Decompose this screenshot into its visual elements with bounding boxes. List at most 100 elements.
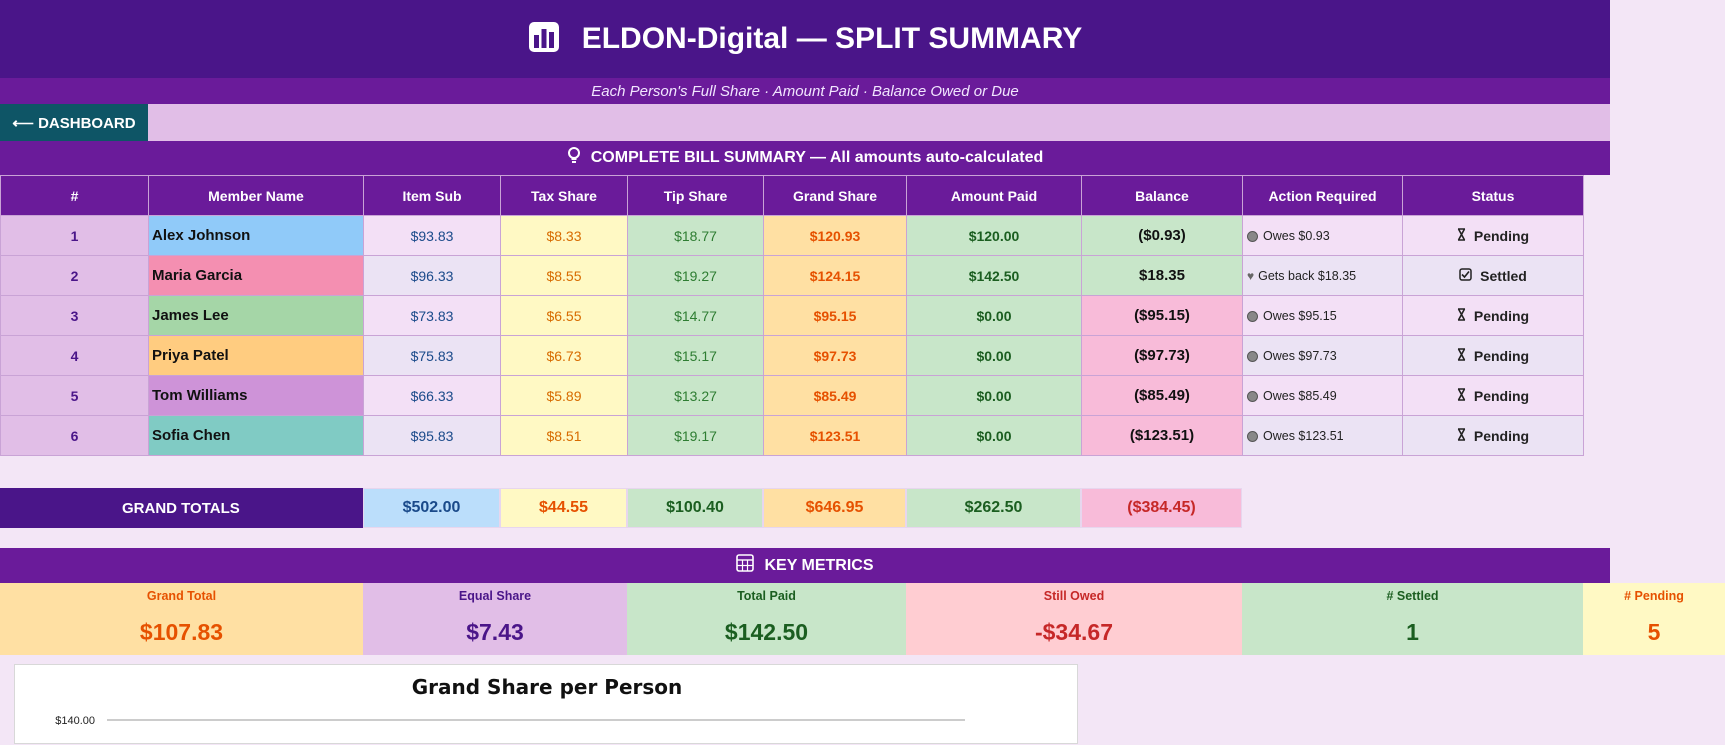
table-row[interactable]: 1 Alex Johnson $93.83 $8.33 $18.77 $120.93 $12…: [0, 215, 1584, 256]
member-name[interactable]: Tom Williams: [148, 375, 364, 416]
action-required[interactable]: Owes $95.15: [1242, 295, 1403, 336]
amount-paid[interactable]: $0.00: [906, 375, 1082, 416]
tax-share[interactable]: $8.33: [500, 215, 628, 256]
balance[interactable]: ($85.49): [1081, 375, 1243, 416]
nav-bar: [0, 104, 1610, 141]
tip-share[interactable]: $19.17: [627, 415, 764, 456]
action-required[interactable]: Owes $0.93: [1242, 215, 1403, 256]
hourglass-icon: [1457, 387, 1466, 404]
metric-total-paid-value[interactable]: $142.50: [627, 609, 906, 655]
status-cell[interactable]: Pending: [1402, 375, 1584, 416]
status-cell[interactable]: Pending: [1402, 415, 1584, 456]
metrics-section-header: KEY METRICS: [0, 548, 1610, 583]
table-row[interactable]: 2 Maria Garcia $96.33 $8.55 $19.27 $124.15 $14…: [0, 255, 1584, 296]
member-name[interactable]: Alex Johnson: [148, 215, 364, 256]
tax-share[interactable]: $5.89: [500, 375, 628, 416]
item-sub[interactable]: $93.83: [363, 215, 501, 256]
amount-paid[interactable]: $0.00: [906, 415, 1082, 456]
metric-settled-label: # Settled: [1242, 583, 1583, 609]
member-name[interactable]: James Lee: [148, 295, 364, 336]
grand-share[interactable]: $123.51: [763, 415, 907, 456]
table-row[interactable]: 5 Tom Williams $66.33 $5.89 $13.27 $85.49 $0.0…: [0, 375, 1584, 416]
amount-paid[interactable]: $120.00: [906, 215, 1082, 256]
status-cell[interactable]: Pending: [1402, 215, 1584, 256]
balance[interactable]: $18.35: [1081, 255, 1243, 296]
circle-icon: [1247, 390, 1258, 402]
total-tax-share[interactable]: $44.55: [500, 488, 627, 528]
tip-share[interactable]: $18.77: [627, 215, 764, 256]
tax-share[interactable]: $8.55: [500, 255, 628, 296]
status-text: Pending: [1473, 387, 1530, 404]
page-subtitle: Each Person's Full Share · Amount Paid ·…: [0, 78, 1610, 104]
tip-share[interactable]: $19.27: [627, 255, 764, 296]
item-sub[interactable]: $75.83: [363, 335, 501, 376]
grand-share[interactable]: $95.15: [763, 295, 907, 336]
grand-share[interactable]: $124.15: [763, 255, 907, 296]
hourglass-icon: [1457, 427, 1466, 444]
action-required[interactable]: Owes $97.73: [1242, 335, 1403, 376]
action-required[interactable]: ♥ Gets back $18.35: [1242, 255, 1403, 296]
balance[interactable]: ($0.93): [1081, 215, 1243, 256]
member-name[interactable]: Sofia Chen: [148, 415, 364, 456]
tax-share[interactable]: $8.51: [500, 415, 628, 456]
total-item-sub[interactable]: $502.00: [363, 488, 500, 528]
tax-share[interactable]: $6.55: [500, 295, 628, 336]
circle-icon: [1247, 350, 1258, 362]
total-tip-share[interactable]: $100.40: [627, 488, 763, 528]
metric-grand-total-value[interactable]: $107.83: [0, 609, 363, 655]
table-row[interactable]: 4 Priya Patel $75.83 $6.73 $15.17 $97.73 $0.00…: [0, 335, 1584, 376]
col-header-grand-share: Grand Share: [763, 175, 907, 216]
total-amount-paid[interactable]: $262.50: [906, 488, 1081, 528]
grand-share[interactable]: $97.73: [763, 335, 907, 376]
metric-pending-label: # Pending: [1583, 583, 1725, 609]
tax-share[interactable]: $6.73: [500, 335, 628, 376]
hourglass-icon: [1457, 347, 1466, 364]
total-grand-share[interactable]: $646.95: [763, 488, 906, 528]
col-header-status: Status: [1402, 175, 1584, 216]
status-cell[interactable]: Pending: [1402, 295, 1584, 336]
bar-chart-icon: [528, 21, 560, 58]
metric-settled-value[interactable]: 1: [1242, 609, 1583, 655]
item-sub[interactable]: $73.83: [363, 295, 501, 336]
tip-share[interactable]: $13.27: [627, 375, 764, 416]
tip-share[interactable]: $14.77: [627, 295, 764, 336]
col-header-action: Action Required: [1242, 175, 1403, 216]
tip-share[interactable]: $15.17: [627, 335, 764, 376]
action-required[interactable]: Owes $85.49: [1242, 375, 1403, 416]
amount-paid[interactable]: $0.00: [906, 295, 1082, 336]
calculator-icon: [736, 554, 764, 577]
table-row[interactable]: 3 James Lee $73.83 $6.55 $14.77 $95.15 $0.00 ($…: [0, 295, 1584, 336]
member-name[interactable]: Maria Garcia: [148, 255, 364, 296]
total-balance[interactable]: ($384.45): [1081, 488, 1242, 528]
item-sub[interactable]: $66.33: [363, 375, 501, 416]
metric-still-owed-value[interactable]: -$34.67: [906, 609, 1242, 655]
dashboard-button[interactable]: ⟵ DASHBOARD: [0, 104, 148, 141]
grand-totals-label: GRAND TOTALS: [0, 488, 363, 528]
balance[interactable]: ($95.15): [1081, 295, 1243, 336]
grand-share[interactable]: $120.93: [763, 215, 907, 256]
status-text: Pending: [1473, 427, 1530, 444]
action-required[interactable]: Owes $123.51: [1242, 415, 1403, 456]
member-name[interactable]: Priya Patel: [148, 335, 364, 376]
action-text: Owes $95.15: [1263, 308, 1337, 323]
grand-share[interactable]: $85.49: [763, 375, 907, 416]
col-header-amount-paid: Amount Paid: [906, 175, 1082, 216]
status-cell[interactable]: Settled: [1402, 255, 1584, 296]
metric-pending-value[interactable]: 5: [1583, 609, 1725, 655]
circle-icon: [1247, 310, 1258, 322]
item-sub[interactable]: $96.33: [363, 255, 501, 296]
hourglass-icon: [1457, 307, 1466, 324]
lightbulb-icon: [567, 146, 591, 170]
chart-title: Grand Share per Person: [411, 675, 683, 699]
amount-paid[interactable]: $0.00: [906, 335, 1082, 376]
balance[interactable]: ($97.73): [1081, 335, 1243, 376]
col-header-member: Member Name: [148, 175, 364, 216]
amount-paid[interactable]: $142.50: [906, 255, 1082, 296]
status-cell[interactable]: Pending: [1402, 335, 1584, 376]
row-number: 5: [0, 375, 149, 416]
table-row[interactable]: 6 Sofia Chen $95.83 $8.51 $19.17 $123.51 $0.00…: [0, 415, 1584, 456]
balance[interactable]: ($123.51): [1081, 415, 1243, 456]
grand-share-chart[interactable]: Grand Share per Person $140.00: [14, 664, 1078, 744]
item-sub[interactable]: $95.83: [363, 415, 501, 456]
metric-equal-share-value[interactable]: $7.43: [363, 609, 627, 655]
